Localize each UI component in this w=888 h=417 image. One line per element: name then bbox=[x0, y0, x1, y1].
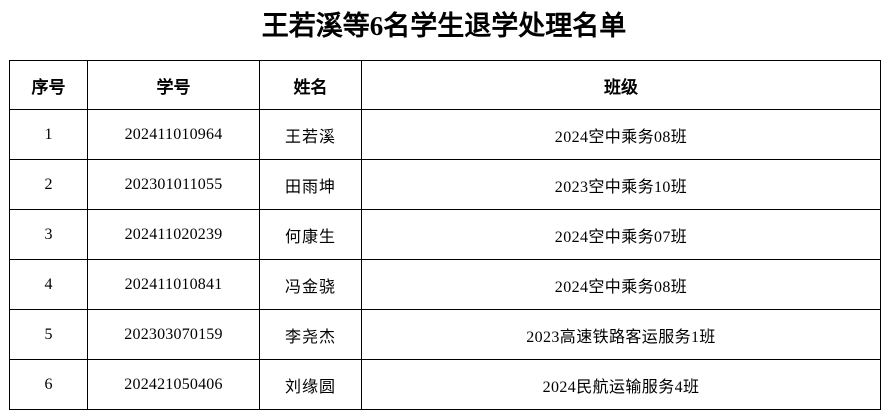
cell-index: 2 bbox=[9, 159, 88, 210]
cell-name: 冯金骁 bbox=[259, 259, 362, 310]
table-row: 4 202411010841 冯金骁 2024空中乘务08班 bbox=[9, 259, 881, 310]
cell-index: 5 bbox=[9, 309, 88, 360]
cell-name: 何康生 bbox=[259, 209, 362, 260]
table-row: 6 202421050406 刘缘圆 2024民航运输服务4班 bbox=[9, 359, 881, 410]
table-row: 5 202303070159 李尧杰 2023高速铁路客运服务1班 bbox=[9, 309, 881, 360]
cell-class: 2024空中乘务08班 bbox=[361, 109, 881, 160]
cell-name: 刘缘圆 bbox=[259, 359, 362, 410]
table-body: 1 202411010964 王若溪 2024空中乘务08班 2 2023010… bbox=[9, 109, 881, 410]
cell-student-id: 202421050406 bbox=[87, 359, 260, 410]
cell-index: 3 bbox=[9, 209, 88, 260]
cell-student-id: 202411020239 bbox=[87, 209, 260, 260]
table-row: 2 202301011055 田雨坤 2023空中乘务10班 bbox=[9, 159, 881, 210]
table-header-row: 序号 学号 姓名 班级 bbox=[9, 60, 881, 110]
column-header-class: 班级 bbox=[361, 60, 881, 110]
cell-student-id: 202301011055 bbox=[87, 159, 260, 210]
table-row: 1 202411010964 王若溪 2024空中乘务08班 bbox=[9, 109, 881, 160]
table-row: 3 202411020239 何康生 2024空中乘务07班 bbox=[9, 209, 881, 260]
student-roster-table: 序号 学号 姓名 班级 1 202411010964 王若溪 2024空中乘务0… bbox=[9, 60, 881, 410]
column-header-name: 姓名 bbox=[259, 60, 362, 110]
cell-name: 王若溪 bbox=[259, 109, 362, 160]
cell-student-id: 202411010964 bbox=[87, 109, 260, 160]
cell-class: 2024空中乘务08班 bbox=[361, 259, 881, 310]
cell-index: 1 bbox=[9, 109, 88, 160]
cell-class: 2024空中乘务07班 bbox=[361, 209, 881, 260]
cell-student-id: 202303070159 bbox=[87, 309, 260, 360]
cell-name: 李尧杰 bbox=[259, 309, 362, 360]
cell-index: 4 bbox=[9, 259, 88, 310]
cell-name: 田雨坤 bbox=[259, 159, 362, 210]
column-header-index: 序号 bbox=[9, 60, 88, 110]
cell-class: 2023高速铁路客运服务1班 bbox=[361, 309, 881, 360]
cell-class: 2023空中乘务10班 bbox=[361, 159, 881, 210]
page-title: 王若溪等6名学生退学处理名单 bbox=[261, 11, 627, 41]
cell-index: 6 bbox=[9, 359, 88, 410]
cell-class: 2024民航运输服务4班 bbox=[361, 359, 881, 410]
roster-table-container: 序号 学号 姓名 班级 1 202411010964 王若溪 2024空中乘务0… bbox=[9, 60, 881, 410]
column-header-student-id: 学号 bbox=[87, 60, 260, 110]
cell-student-id: 202411010841 bbox=[87, 259, 260, 310]
table-header: 序号 学号 姓名 班级 bbox=[9, 60, 881, 110]
